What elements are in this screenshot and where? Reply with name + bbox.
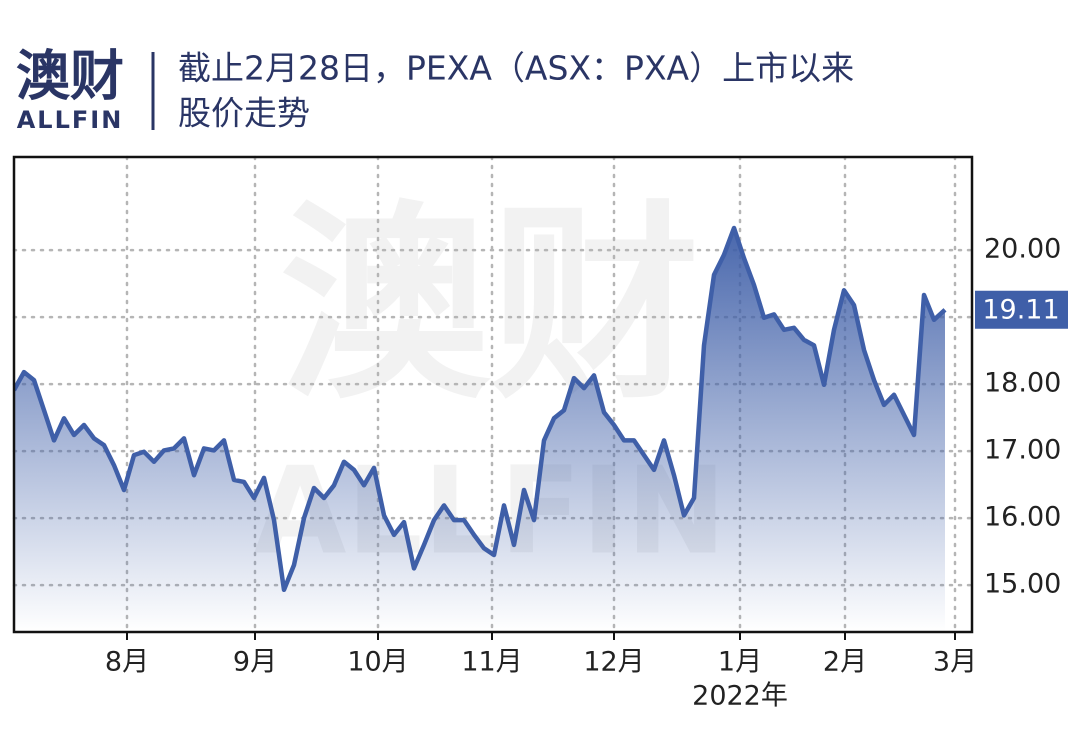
- logo-cn: 澳财: [16, 45, 124, 108]
- y-tick-label: 16.00: [984, 502, 1061, 533]
- series: [14, 225, 947, 632]
- x-tick-label: 1月: [718, 647, 762, 678]
- x-tick-label: 3月: [933, 647, 977, 678]
- chart-title: 股价走势: [178, 94, 310, 133]
- value-label-box: [975, 290, 1068, 329]
- x-tick-label: 12月: [583, 647, 644, 678]
- y-tick-label: 15.00: [984, 569, 1061, 600]
- x-tick-label: 11月: [461, 647, 522, 678]
- y-tick-label: 20.00: [984, 234, 1061, 265]
- x-tick-label: 2月: [823, 647, 867, 678]
- x-tick-label: 10月: [347, 647, 408, 678]
- line: [14, 225, 947, 593]
- logo-en: ALLFIN: [17, 106, 124, 134]
- y-tick-label: 17.00: [984, 435, 1061, 466]
- watermark: 澳财: [280, 183, 700, 428]
- chart-title: 截止2月28日，PEXA（ASX：PXA）上市以来: [178, 49, 854, 88]
- x-sublabel: 2022年: [692, 681, 788, 712]
- y-tick-label: 18.00: [984, 368, 1061, 399]
- value-label: 19.11: [982, 294, 1059, 325]
- area: [14, 228, 945, 632]
- x-tick-label: 8月: [105, 647, 149, 678]
- x-tick-label: 9月: [233, 647, 277, 678]
- plot-frame: [12, 155, 974, 634]
